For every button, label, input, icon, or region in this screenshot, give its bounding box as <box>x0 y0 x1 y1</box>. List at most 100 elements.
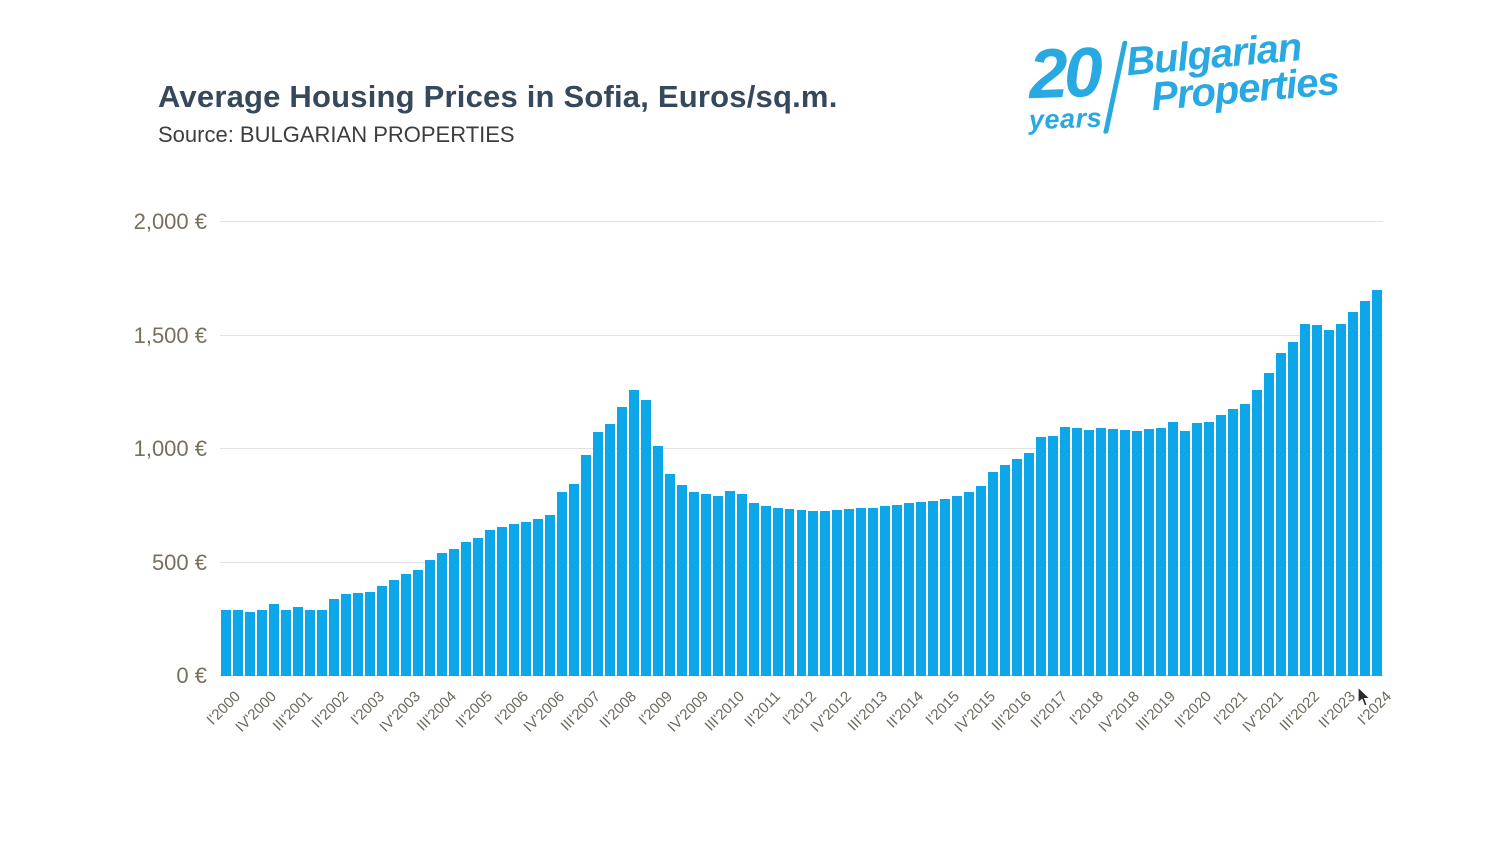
bar-II'2004 <box>424 559 435 676</box>
bar-I'2021 <box>1228 409 1239 676</box>
bar-II'2000 <box>232 610 243 676</box>
bar-IV'2014 <box>928 500 939 676</box>
bar-I'2014 <box>892 505 903 676</box>
bar-II'2016 <box>1000 465 1011 676</box>
bar-III'2015 <box>964 491 975 676</box>
bar-I'2015 <box>940 499 951 676</box>
bar-III'2003 <box>388 579 399 676</box>
x-tick-label: III'2019 <box>1132 688 1180 735</box>
bar-II'2015 <box>952 495 963 676</box>
gridline <box>220 221 1383 222</box>
bar-III'2006 <box>532 519 543 676</box>
x-tick-label: II'2002 <box>308 688 352 732</box>
bar-II'2002 <box>328 598 339 676</box>
bar-I'2017 <box>1036 436 1047 676</box>
bar-IV'2021 <box>1264 373 1275 676</box>
bar-III'2009 <box>676 485 687 676</box>
mouse-cursor <box>1357 686 1372 707</box>
y-tick-label: 1,000 € <box>133 436 207 461</box>
bar-III'2002 <box>340 593 351 676</box>
bar-III'2014 <box>916 501 927 676</box>
bar-IV'2017 <box>1072 428 1083 676</box>
logo-number-20: 20 <box>1027 32 1101 114</box>
bar-III'2018 <box>1108 429 1119 676</box>
bar-II'2006 <box>520 521 531 676</box>
bar-IV'2006 <box>544 515 555 676</box>
bar-I'2010 <box>700 494 711 676</box>
bar-II'2018 <box>1096 428 1107 676</box>
bar-IV'2012 <box>832 510 843 676</box>
bar-II'2010 <box>712 496 723 676</box>
logo-slash-divider <box>1103 40 1128 134</box>
bar-III'2001 <box>292 607 303 676</box>
bar-I'2023 <box>1324 330 1335 676</box>
x-tick-label: III'2016 <box>988 688 1036 735</box>
bar-I'2003 <box>364 592 375 676</box>
x-tick-label: II'2017 <box>1027 688 1072 732</box>
bar-I'2022 <box>1276 352 1287 676</box>
bar-I'2024 <box>1372 290 1382 676</box>
bar-II'2009 <box>664 474 675 676</box>
bar-I'2019 <box>1132 430 1143 676</box>
bar-II'2021 <box>1240 403 1251 676</box>
bar-II'2003 <box>376 585 387 676</box>
bar-II'2019 <box>1144 429 1155 676</box>
bar-III'2004 <box>436 552 447 676</box>
bar-IV'2011 <box>784 508 795 676</box>
bar-IV'2015 <box>976 486 987 676</box>
bar-IV'2009 <box>688 492 699 676</box>
bar-IV'2005 <box>496 527 507 676</box>
bar-II'2014 <box>904 503 915 676</box>
gridline <box>220 448 1383 449</box>
bar-III'2019 <box>1156 428 1167 676</box>
bar-IV'2002 <box>352 592 363 676</box>
bar-I'2004 <box>412 569 423 676</box>
bar-II'2001 <box>280 610 291 676</box>
x-tick-label: III'2001 <box>269 688 316 735</box>
bar-III'2023 <box>1348 311 1358 676</box>
x-tick-label: III'2010 <box>701 688 748 735</box>
bar-III'2012 <box>820 510 831 676</box>
bar-I'2000 <box>221 610 231 676</box>
y-tick-label: 1,500 € <box>133 322 207 348</box>
chart-source: Source: BULGARIAN PROPERTIES <box>158 122 515 147</box>
bar-IV'2022 <box>1312 325 1323 676</box>
bar-IV'2019 <box>1168 422 1179 676</box>
bar-IV'2003 <box>400 573 411 676</box>
bar-I'2016 <box>988 471 999 676</box>
bar-IV'2000 <box>256 609 267 676</box>
bar-III'2010 <box>724 491 735 676</box>
bulgarian-properties-logo: 20 years Bulgarian Properties <box>1026 25 1390 150</box>
x-tick-label: II'2014 <box>883 688 928 732</box>
x-tick-label: III'2007 <box>557 688 604 735</box>
x-tick-label: II'2005 <box>452 688 496 732</box>
x-tick-label: II'2008 <box>596 688 640 732</box>
bar-I'2006 <box>508 523 519 676</box>
bar-I'2011 <box>748 503 759 676</box>
bar-III'2017 <box>1060 427 1071 676</box>
bar-IV'2020 <box>1216 414 1227 676</box>
logo-years-label: years <box>1028 103 1103 136</box>
bar-III'2000 <box>244 611 255 676</box>
bar-III'2022 <box>1300 323 1311 676</box>
page-title: Average Housing Prices in Sofia, Euros/s… <box>158 78 838 114</box>
bar-IV'2010 <box>736 494 747 676</box>
bar-IV'2013 <box>880 506 891 676</box>
bar-I'2009 <box>652 445 663 676</box>
bar-I'2020 <box>1180 430 1191 676</box>
bar-III'2013 <box>868 507 879 676</box>
plot-area <box>220 221 1383 676</box>
x-tick-label: II'2011 <box>740 688 784 731</box>
logo-20-years: 20 years <box>1026 32 1103 137</box>
x-tick-label: II'2020 <box>1171 688 1216 732</box>
bar-II'2007 <box>568 484 579 676</box>
x-tick-label: III'2013 <box>844 688 892 735</box>
bar-III'2020 <box>1204 421 1215 676</box>
bar-II'2013 <box>856 508 867 676</box>
y-tick-label: 500 € <box>151 549 207 575</box>
bar-I'2001 <box>268 603 279 676</box>
bar-I'2013 <box>844 509 855 676</box>
bar-II'2023 <box>1336 323 1347 676</box>
bar-II'2020 <box>1192 423 1203 676</box>
bar-I'2002 <box>316 609 327 676</box>
